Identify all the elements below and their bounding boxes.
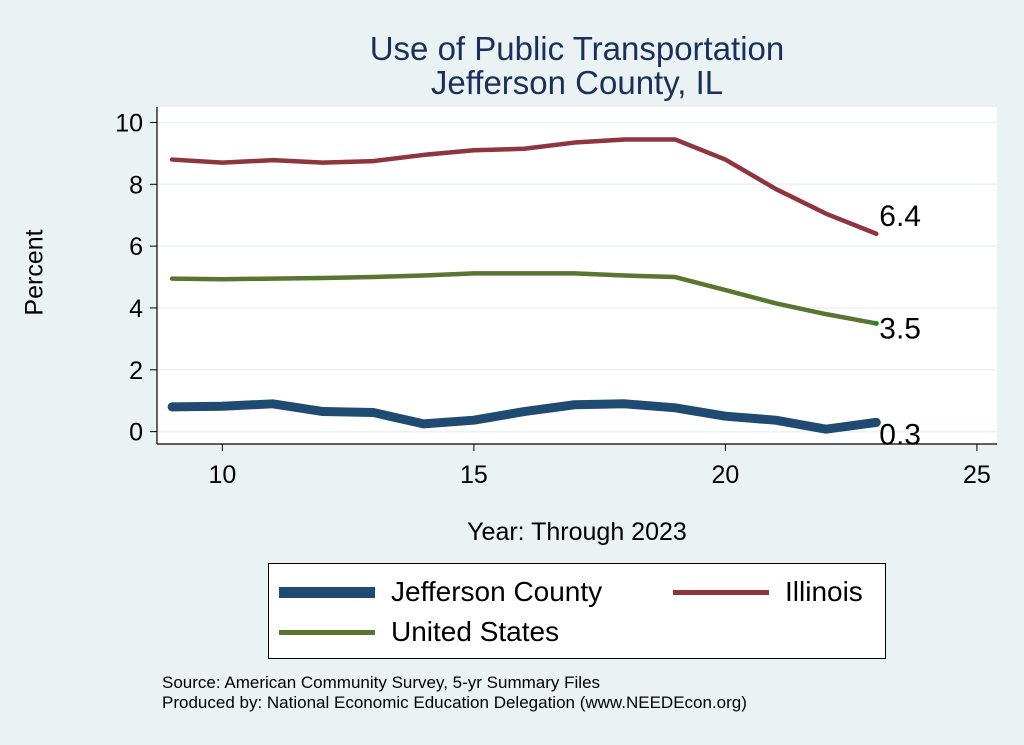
produced-note: Produced by: National Economic Education…: [162, 693, 747, 712]
series-line-united-states: [169, 271, 879, 326]
source-note: Source: American Community Survey, 5-yr …: [162, 673, 601, 692]
chart-title: Use of Public Transportation: [369, 30, 785, 67]
y-tick-label: 10: [115, 109, 143, 137]
legend-label-jefferson: Jefferson County: [391, 576, 603, 607]
legend-item-jefferson: Jefferson County: [279, 576, 602, 608]
legend-label-illinois: Illinois: [785, 576, 863, 607]
legend-swatch-us: [279, 629, 375, 635]
legend: Jefferson County Illinois United States: [268, 563, 886, 659]
legend-item-us: United States: [279, 616, 559, 648]
y-tick-label: 6: [129, 233, 143, 261]
chart-subtitle: Jefferson County, IL: [430, 64, 724, 101]
chart-plot: 0 2 4 6 8 10 10 15 20 25 0.3 6.4 3.5: [115, 107, 997, 489]
x-tick-label: 20: [711, 461, 739, 489]
y-axis-label: Percent: [20, 229, 49, 316]
legend-label-us: United States: [391, 616, 560, 647]
legend-swatch-jefferson: [279, 586, 375, 598]
end-marker-us: [873, 320, 879, 326]
y-tick-label: 0: [129, 419, 143, 447]
x-tick-label: 10: [208, 461, 236, 489]
x-tick-label: 25: [963, 461, 991, 489]
x-axis-label: Year: Through 2023: [467, 518, 687, 546]
end-label-illinois: 6.4: [879, 200, 921, 233]
series-line-illinois: [169, 137, 879, 237]
y-tick-label: 2: [129, 357, 143, 385]
x-tick-label: 15: [460, 461, 488, 489]
legend-item-illinois: Illinois: [673, 576, 863, 608]
end-label-united-states: 3.5: [879, 312, 921, 345]
legend-swatch-illinois: [673, 589, 769, 595]
series-line-jefferson-county: [167, 399, 881, 434]
y-tick-label: 8: [129, 171, 143, 199]
y-tick-label: 4: [129, 295, 143, 323]
end-label-jefferson-county: 0.3: [879, 418, 921, 451]
